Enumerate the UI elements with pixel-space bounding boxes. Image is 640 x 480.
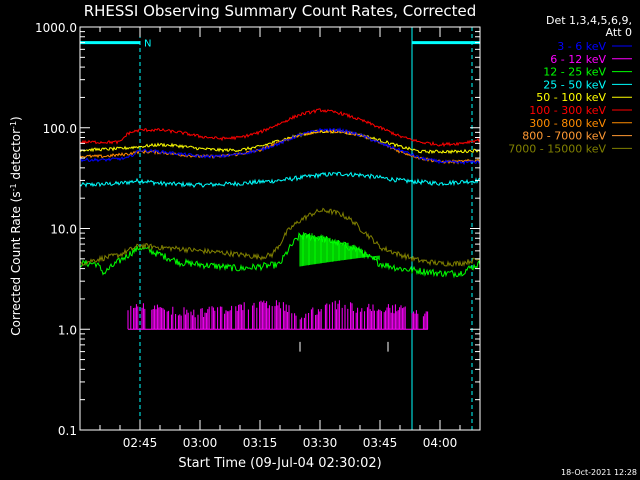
series-3-6-kev bbox=[79, 127, 481, 166]
footer-date: 18-Oct-2021 12:28 bbox=[561, 468, 637, 477]
legend-label: 3 - 6 keV bbox=[557, 40, 606, 53]
x-axis-label: Start Time (09-Jul-04 02:30:02) bbox=[178, 456, 381, 471]
legend-label: 800 - 7000 keV bbox=[522, 130, 606, 143]
legend-label: 7000 - 15000 keV bbox=[508, 142, 606, 155]
x-tick-label: 04:00 bbox=[423, 436, 458, 450]
series-7000-15000-kev bbox=[79, 207, 481, 267]
legend-label: 6 - 12 keV bbox=[550, 53, 606, 66]
y-tick-label: 1.0 bbox=[58, 323, 77, 337]
series-25-50-kev bbox=[79, 171, 481, 188]
y-tick-label: 100.0 bbox=[43, 122, 77, 136]
legend-label: 100 - 300 keV bbox=[529, 104, 606, 117]
legend-label: 50 - 100 keV bbox=[536, 91, 606, 104]
series-100-300-kev bbox=[79, 108, 481, 148]
legend-label: 25 - 50 keV bbox=[543, 78, 606, 91]
night-marker-label: N bbox=[144, 39, 151, 50]
y-axis-label: Corrected Count Rate (s-1 detector-1) bbox=[9, 116, 24, 335]
y-axis-label-sup2: -1 bbox=[9, 121, 18, 129]
x-tick-label: 02:45 bbox=[123, 436, 158, 450]
series-12-25-kev-flare-fill bbox=[299, 232, 380, 267]
x-tick-label: 03:15 bbox=[243, 436, 278, 450]
legend-label: 12 - 25 keV bbox=[543, 66, 606, 79]
y-axis-label-end: ) bbox=[9, 116, 23, 121]
y-axis-label-main: Corrected Count Rate (s bbox=[9, 191, 23, 335]
x-tick-label: 03:00 bbox=[183, 436, 218, 450]
series-6-12-kev-spikes bbox=[127, 300, 429, 330]
axes: 1000.0 100.0 10.0 1.0 0.1 02:45 03:00 03:15 03:3… bbox=[35, 21, 481, 450]
y-tick-label: 1000.0 bbox=[35, 21, 77, 35]
chart-title: RHESSI Observing Summary Count Rates, Co… bbox=[84, 2, 477, 20]
legend-header-line-2: Att 0 bbox=[606, 26, 632, 39]
y-axis-label-mid: detector bbox=[9, 129, 23, 184]
x-tick-label: 03:30 bbox=[303, 436, 338, 450]
y-tick-label: 10.0 bbox=[50, 223, 77, 237]
y-tick-label: 0.1 bbox=[58, 424, 77, 438]
y-axis-label-sup1: -1 bbox=[9, 183, 18, 191]
x-tick-label: 03:45 bbox=[363, 436, 398, 450]
series-12-25-kev bbox=[79, 232, 481, 279]
legend-label: 300 - 800 keV bbox=[529, 117, 606, 130]
legend-header-line-1: Det 1,3,4,5,6,9, bbox=[546, 14, 632, 27]
series-6-12-kev bbox=[127, 300, 429, 330]
